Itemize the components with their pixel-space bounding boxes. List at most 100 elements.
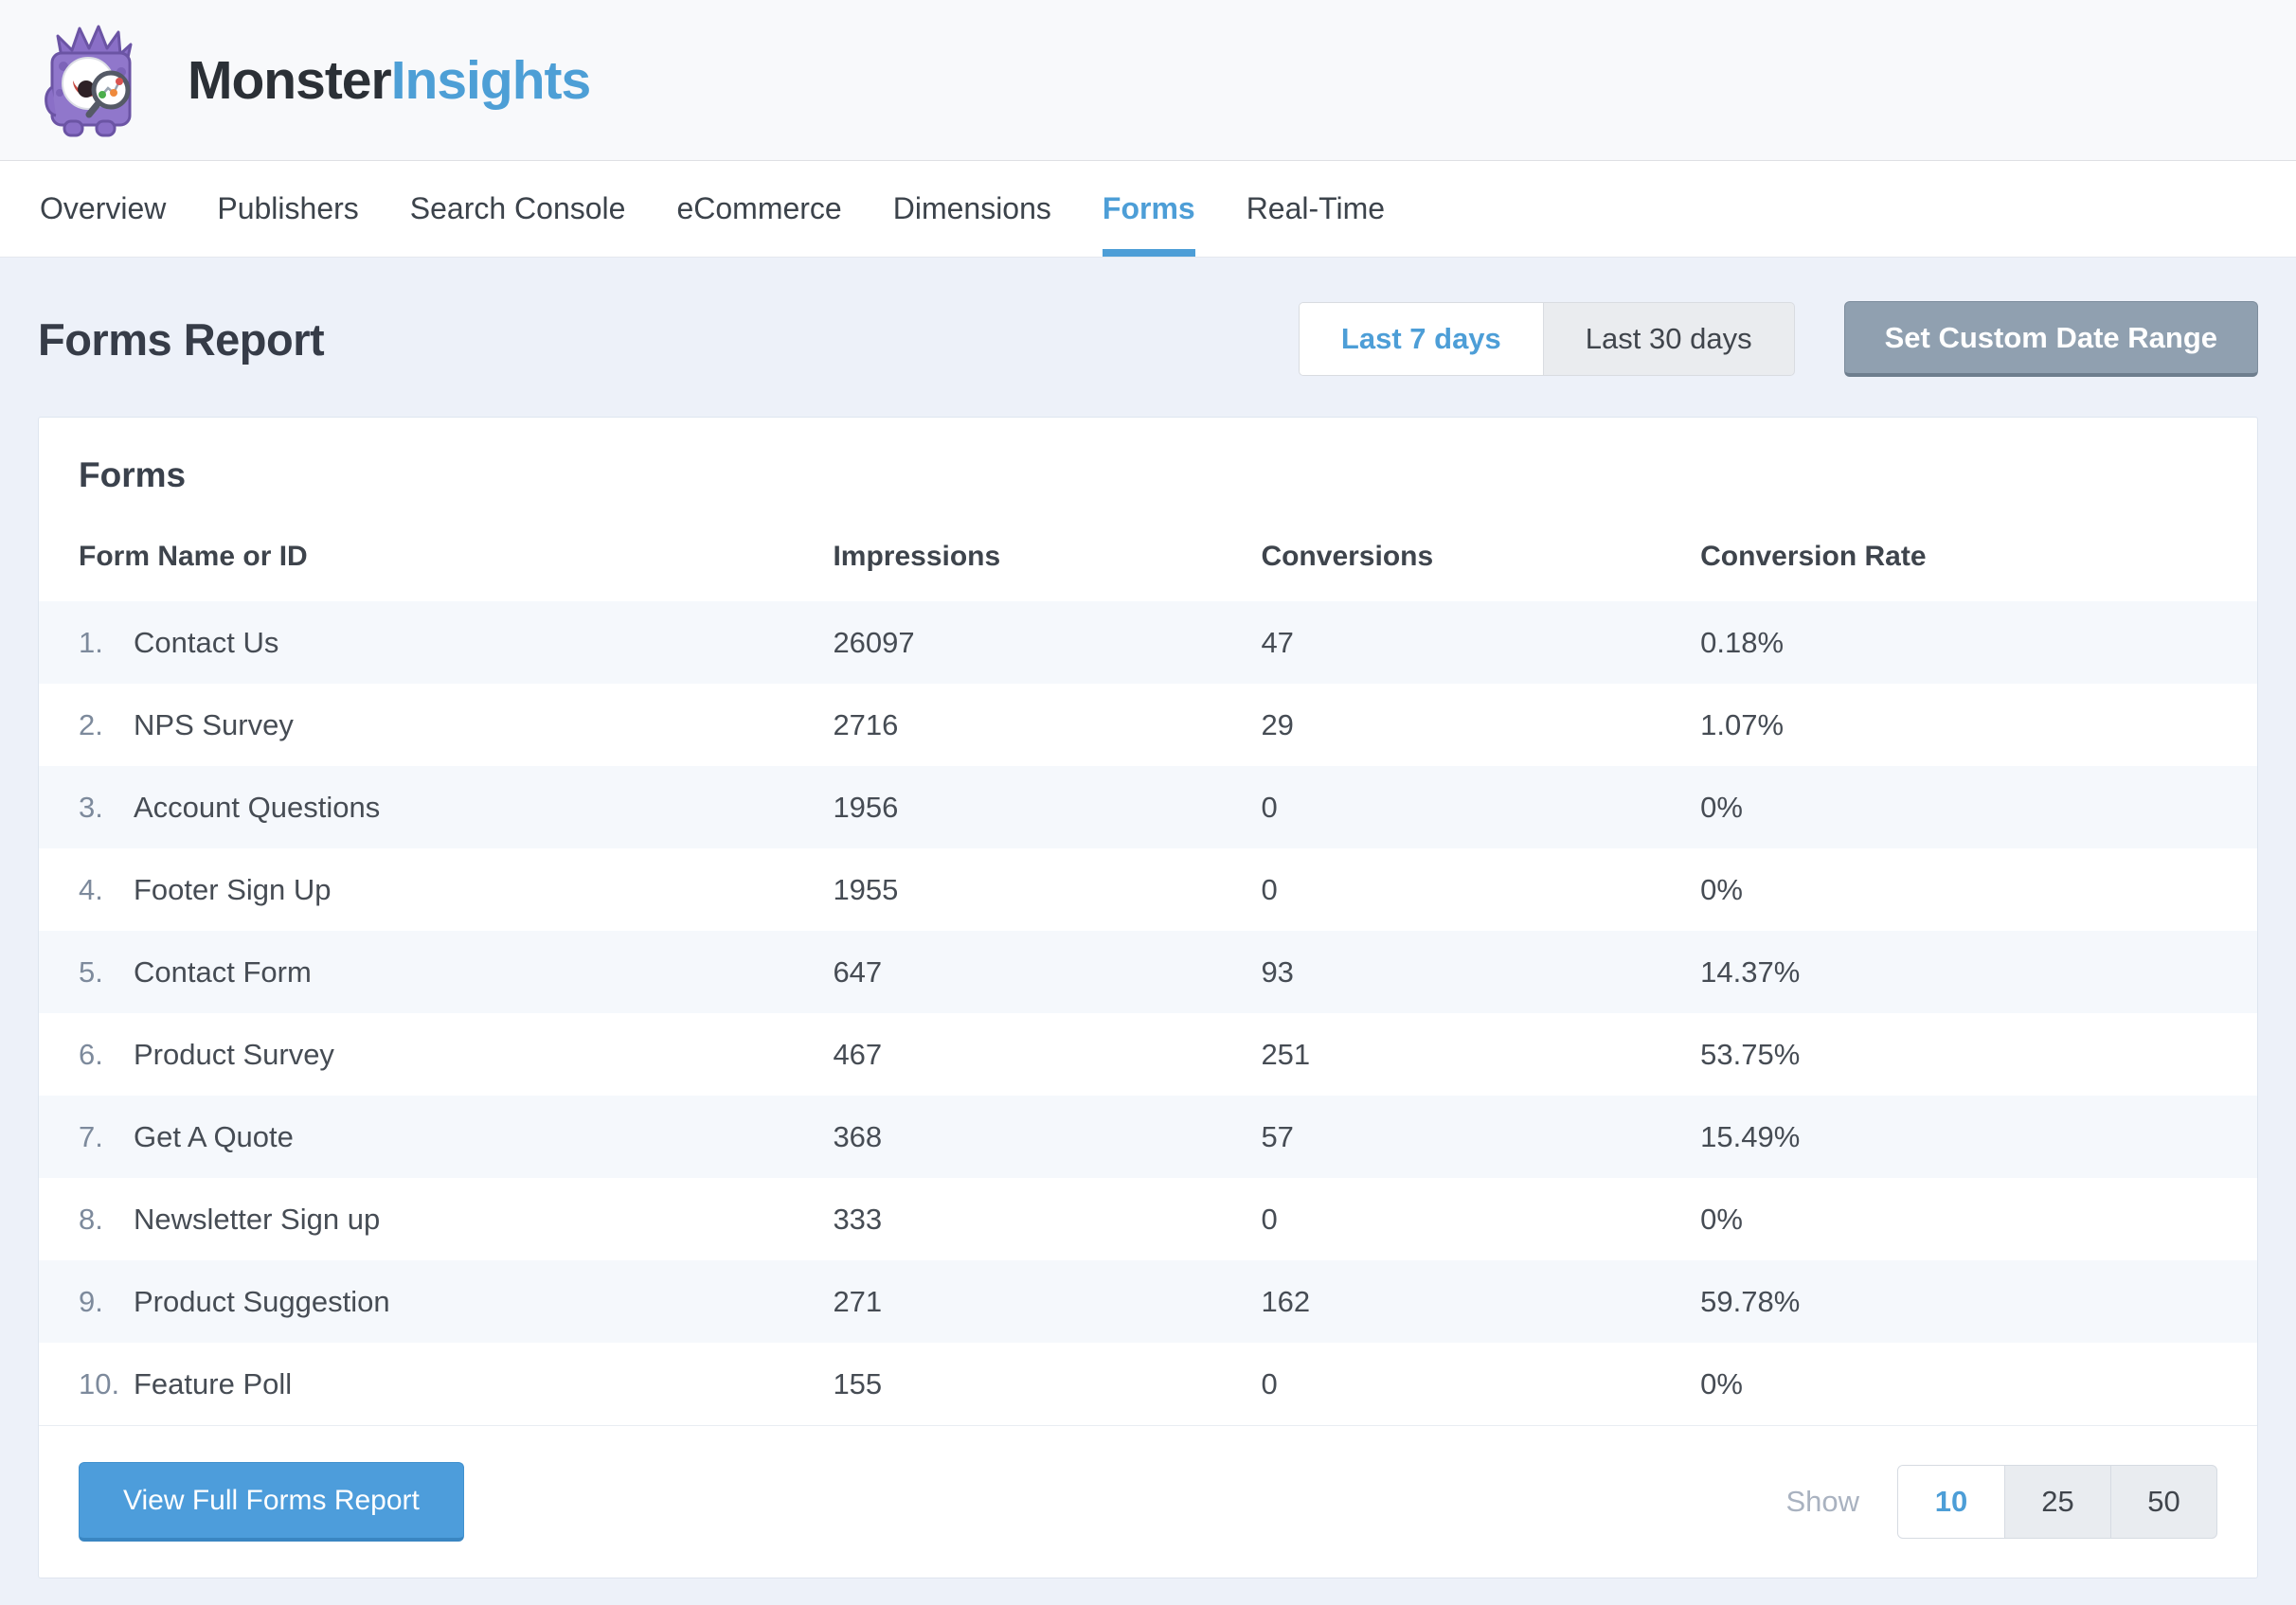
tab-search-console[interactable]: Search Console	[409, 191, 626, 225]
column-header-form-name: Form Name or ID	[79, 541, 308, 572]
conversions-cell: 0	[1261, 1202, 1278, 1236]
conversion-rate-cell: 1.07%	[1700, 707, 1785, 741]
row-index: 7.	[79, 1119, 103, 1153]
impressions-cell: 333	[833, 1202, 883, 1236]
impressions-cell: 467	[833, 1037, 883, 1071]
date-controls: Last 7 days Last 30 days Set Custom Date…	[1298, 301, 2258, 377]
conversions-cell: 57	[1261, 1119, 1294, 1153]
brand-name-secondary: Insights	[390, 49, 592, 111]
form-name-cell: 6. Product Survey	[39, 1013, 833, 1096]
forms-card-title: Forms	[79, 455, 187, 494]
brand-name-primary: Monster	[188, 49, 392, 111]
page-size-50-button[interactable]: 50	[2110, 1466, 2216, 1538]
form-name-cell: 2. NPS Survey	[39, 684, 833, 766]
tab-forms[interactable]: Forms	[1102, 161, 1195, 257]
impressions-cell: 2716	[833, 707, 899, 741]
row-index: 6.	[79, 1037, 103, 1071]
form-name: Newsletter Sign up	[134, 1202, 381, 1236]
table-row: 9. Product Suggestion 271 162 59.78%	[39, 1260, 2257, 1343]
impressions-cell: 368	[833, 1119, 883, 1153]
form-name-cell: 7. Get A Quote	[39, 1096, 833, 1178]
column-header-conversions: Conversions	[1261, 541, 1434, 572]
table-row: 4. Footer Sign Up 1955 0 0%	[39, 848, 2257, 931]
set-custom-date-range-button[interactable]: Set Custom Date Range	[1843, 301, 2258, 377]
conversions-cell: 251	[1261, 1037, 1311, 1071]
row-index: 10.	[79, 1366, 120, 1400]
form-name-cell: 3. Account Questions	[39, 766, 833, 848]
table-row: 10. Feature Poll 155 0 0%	[39, 1343, 2257, 1425]
conversion-rate-cell: 0%	[1700, 872, 1743, 906]
form-name-cell: 4. Footer Sign Up	[39, 848, 833, 931]
show-label: Show	[1785, 1485, 1859, 1518]
impressions-cell: 271	[833, 1284, 883, 1318]
row-index: 1.	[79, 625, 103, 659]
conversions-cell: 0	[1261, 1366, 1278, 1400]
tab-ecommerce[interactable]: eCommerce	[676, 191, 842, 225]
column-header-conversion-rate: Conversion Rate	[1700, 541, 1927, 572]
last-7-days-button[interactable]: Last 7 days	[1299, 303, 1543, 375]
form-name: Feature Poll	[134, 1366, 293, 1400]
monsterinsights-logo-icon	[36, 21, 150, 140]
page-size-10-button[interactable]: 10	[1898, 1466, 2004, 1538]
page-size-toggle: 10 25 50	[1897, 1465, 2217, 1539]
form-name: Account Questions	[134, 790, 381, 824]
impressions-cell: 1955	[833, 872, 899, 906]
table-row: 1. Contact Us 26097 47 0.18%	[39, 601, 2257, 684]
table-header-row: Form Name or ID Impressions Conversions …	[39, 516, 2257, 601]
date-preset-toggle: Last 7 days Last 30 days	[1298, 302, 1795, 376]
page-size-25-button[interactable]: 25	[2004, 1466, 2110, 1538]
forms-card: Forms Form Name or ID Impressions Conver…	[38, 417, 2258, 1578]
show-controls: Show 10 25 50	[1785, 1465, 2217, 1539]
forms-card-footer: View Full Forms Report Show 10 25 50	[39, 1425, 2257, 1578]
form-name-cell: 5. Contact Form	[39, 931, 833, 1013]
conversions-cell: 29	[1261, 707, 1294, 741]
impressions-cell: 647	[833, 954, 883, 989]
table-row: 8. Newsletter Sign up 333 0 0%	[39, 1178, 2257, 1260]
page-title: Forms Report	[38, 313, 325, 365]
conversion-rate-cell: 59.78%	[1700, 1284, 1801, 1318]
brand-title: Monster Insights	[188, 49, 592, 112]
conversion-rate-cell: 0%	[1700, 1202, 1743, 1236]
form-name-cell: 10. Feature Poll	[39, 1343, 833, 1425]
table-row: 7. Get A Quote 368 57 15.49%	[39, 1096, 2257, 1178]
table-row: 5. Contact Form 647 93 14.37%	[39, 931, 2257, 1013]
table-row: 6. Product Survey 467 251 53.75%	[39, 1013, 2257, 1096]
row-index: 5.	[79, 954, 103, 989]
view-full-forms-report-button[interactable]: View Full Forms Report	[79, 1462, 464, 1542]
report-nav: Overview Publishers Search Console eComm…	[0, 161, 2296, 258]
form-name: Footer Sign Up	[134, 872, 332, 906]
tab-dimensions[interactable]: Dimensions	[892, 191, 1051, 225]
conversions-cell: 47	[1261, 625, 1294, 659]
tab-overview[interactable]: Overview	[40, 191, 167, 225]
form-name: Product Suggestion	[134, 1284, 390, 1318]
row-index: 9.	[79, 1284, 103, 1318]
form-name-cell: 1. Contact Us	[39, 601, 833, 684]
conversions-cell: 93	[1261, 954, 1294, 989]
row-index: 4.	[79, 872, 103, 906]
main-content: Forms Report Last 7 days Last 30 days Se…	[0, 301, 2296, 1578]
table-row: 3. Account Questions 1956 0 0%	[39, 766, 2257, 848]
row-index: 2.	[79, 707, 103, 741]
last-30-days-button[interactable]: Last 30 days	[1542, 303, 1794, 375]
form-name: Contact Us	[134, 625, 279, 659]
table-row: 2. NPS Survey 2716 29 1.07%	[39, 684, 2257, 766]
form-name: Product Survey	[134, 1037, 334, 1071]
column-header-impressions: Impressions	[833, 541, 1001, 572]
row-index: 3.	[79, 790, 103, 824]
conversions-cell: 0	[1261, 872, 1278, 906]
conversion-rate-cell: 14.37%	[1700, 954, 1801, 989]
impressions-cell: 26097	[833, 625, 915, 659]
form-name-cell: 8. Newsletter Sign up	[39, 1178, 833, 1260]
app-header: Monster Insights	[0, 0, 2296, 161]
conversion-rate-cell: 0.18%	[1700, 625, 1785, 659]
tab-publishers[interactable]: Publishers	[217, 191, 359, 225]
form-name: Contact Form	[134, 954, 312, 989]
impressions-cell: 1956	[833, 790, 899, 824]
form-name: NPS Survey	[134, 707, 294, 741]
conversion-rate-cell: 53.75%	[1700, 1037, 1801, 1071]
tab-real-time[interactable]: Real-Time	[1246, 191, 1386, 225]
page-header: Forms Report Last 7 days Last 30 days Se…	[38, 301, 2258, 377]
conversion-rate-cell: 0%	[1700, 1366, 1743, 1400]
form-name-cell: 9. Product Suggestion	[39, 1260, 833, 1343]
conversions-cell: 0	[1261, 790, 1278, 824]
